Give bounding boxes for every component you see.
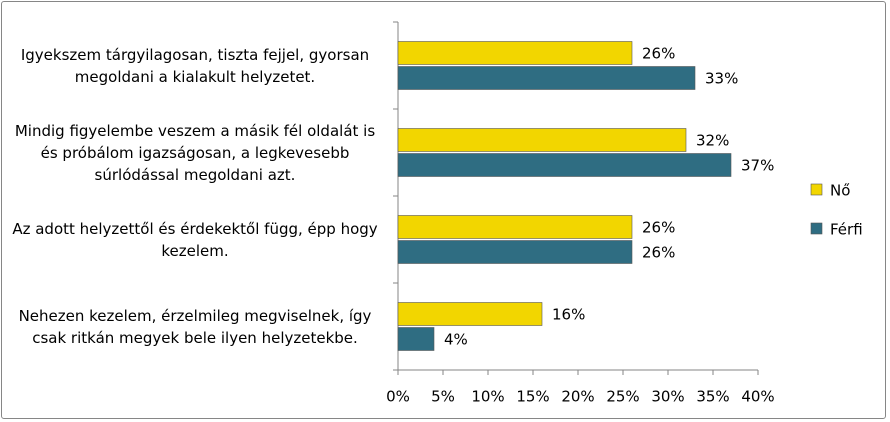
bar [397,153,732,177]
bar [397,41,633,65]
data-label: 16% [552,306,585,324]
legend-swatch [810,183,823,196]
x-tick-label: 15% [516,388,549,406]
bar [397,327,435,351]
data-label: 4% [444,331,468,349]
category-label: Az adott helyzettől és érdekektől függ, … [12,219,378,260]
bar [397,215,633,239]
x-tick-label: 10% [471,388,504,406]
x-tick-label: 30% [651,388,684,406]
data-label: 37% [741,157,774,175]
bar [397,66,696,90]
bar [397,128,687,152]
x-tick-label: 20% [561,388,594,406]
bar [397,240,633,264]
legend-label: Férfi [830,221,863,239]
category-label: Mindig figyelembe veszem a másik fél old… [14,121,376,184]
data-label: 26% [642,244,675,262]
x-tick-label: 40% [741,388,774,406]
x-tick-label: 35% [696,388,729,406]
bar [397,302,543,326]
x-tick-label: 5% [431,388,455,406]
x-tick-label: 25% [606,388,639,406]
data-label: 26% [642,219,675,237]
legend-label: Nő [830,182,850,200]
x-tick-label: 0% [386,388,410,406]
legend-swatch [810,222,823,235]
data-label: 26% [642,45,675,63]
category-label: Nehezen kezelem, érzelmileg megviselnek,… [18,306,372,347]
data-label: 32% [696,132,729,150]
category-label: Igyekszem tárgyilagosan, tiszta fejjel, … [20,45,370,86]
data-label: 33% [705,70,738,88]
